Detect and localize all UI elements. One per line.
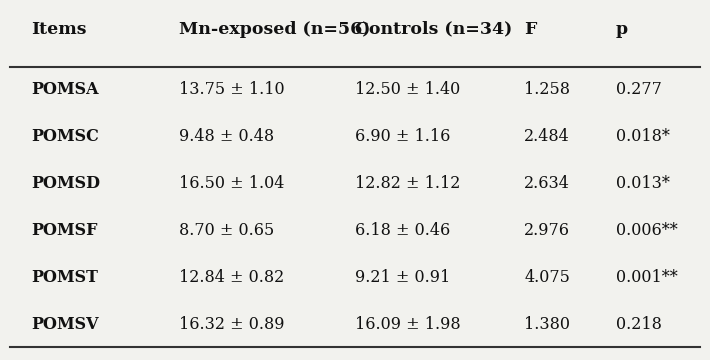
Text: Mn-exposed (n=56): Mn-exposed (n=56)	[179, 21, 370, 37]
Text: Controls (n=34): Controls (n=34)	[355, 21, 512, 37]
Text: 12.50 ± 1.40: 12.50 ± 1.40	[355, 81, 460, 98]
Text: 4.075: 4.075	[524, 269, 570, 286]
Text: POMSD: POMSD	[31, 175, 100, 192]
Text: 1.258: 1.258	[524, 81, 570, 98]
Text: 2.976: 2.976	[524, 222, 570, 239]
Text: 0.277: 0.277	[616, 81, 662, 98]
Text: 2.634: 2.634	[524, 175, 570, 192]
Text: Items: Items	[31, 21, 87, 37]
Text: 6.90 ± 1.16: 6.90 ± 1.16	[355, 128, 450, 145]
Text: 1.380: 1.380	[524, 316, 570, 333]
Text: POMSF: POMSF	[31, 222, 97, 239]
Text: 0.001**: 0.001**	[616, 269, 677, 286]
Text: F: F	[524, 21, 537, 37]
Text: 16.32 ± 0.89: 16.32 ± 0.89	[179, 316, 285, 333]
Text: 2.484: 2.484	[524, 128, 570, 145]
Text: 12.84 ± 0.82: 12.84 ± 0.82	[179, 269, 284, 286]
Text: 8.70 ± 0.65: 8.70 ± 0.65	[179, 222, 274, 239]
Text: POMSC: POMSC	[31, 128, 99, 145]
Text: POMST: POMST	[31, 269, 98, 286]
Text: 6.18 ± 0.46: 6.18 ± 0.46	[355, 222, 450, 239]
Text: 9.48 ± 0.48: 9.48 ± 0.48	[179, 128, 274, 145]
Text: 12.82 ± 1.12: 12.82 ± 1.12	[355, 175, 460, 192]
Text: 0.218: 0.218	[616, 316, 662, 333]
Text: 16.50 ± 1.04: 16.50 ± 1.04	[179, 175, 284, 192]
Text: 0.013*: 0.013*	[616, 175, 670, 192]
Text: POMSV: POMSV	[31, 316, 99, 333]
Text: 13.75 ± 1.10: 13.75 ± 1.10	[179, 81, 285, 98]
Text: 0.018*: 0.018*	[616, 128, 670, 145]
Text: p: p	[616, 21, 628, 37]
Text: POMSA: POMSA	[31, 81, 99, 98]
Text: 0.006**: 0.006**	[616, 222, 677, 239]
Text: 16.09 ± 1.98: 16.09 ± 1.98	[355, 316, 461, 333]
Text: 9.21 ± 0.91: 9.21 ± 0.91	[355, 269, 450, 286]
